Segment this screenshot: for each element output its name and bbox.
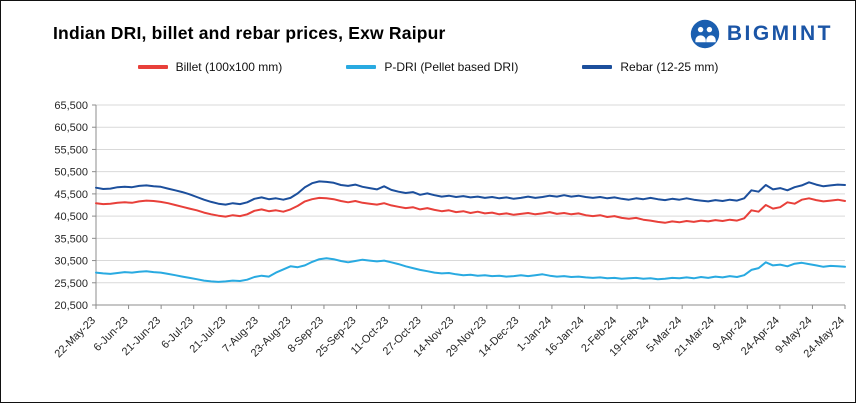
svg-text:50,500: 50,500	[54, 167, 88, 179]
svg-text:20,500: 20,500	[54, 300, 88, 312]
chart-legend: Billet (100x100 mm) P-DRI (Pellet based …	[1, 60, 855, 74]
y-axis-labels: 20,500 25,500 30,500 35,500 40,500 45,500 50,5…	[54, 100, 88, 312]
legend-label-pdri: P-DRI (Pellet based DRI)	[384, 60, 519, 74]
price-line-chart: 20,500 25,500 30,500 35,500 40,500 45,500 50,5…	[52, 100, 847, 360]
legend-label-billet: Billet (100x100 mm)	[175, 60, 283, 74]
bigmint-brand-text: BIGMINT	[726, 22, 833, 45]
svg-text:45,500: 45,500	[54, 189, 88, 201]
bigmint-logo-icon	[690, 19, 720, 49]
legend-marker-pdri	[346, 65, 377, 69]
svg-text:30,500: 30,500	[54, 256, 88, 268]
legend-item-billet: Billet (100x100 mm)	[137, 60, 283, 74]
series-line-rebar	[95, 180, 846, 206]
x-axis-labels: 22-May-236-Jun-2321-Jun-236-Jul-2321-Jul…	[52, 305, 847, 360]
gridlines	[92, 104, 845, 306]
svg-text:25,500: 25,500	[54, 278, 88, 290]
series-line-pdri	[95, 257, 846, 283]
legend-marker-rebar	[582, 65, 613, 69]
legend-label-rebar: Rebar (12-25 mm)	[620, 60, 719, 74]
legend-item-pdri: P-DRI (Pellet based DRI)	[346, 60, 518, 74]
series-line-billet	[95, 196, 846, 224]
svg-text:22-May-23: 22-May-23	[52, 315, 98, 361]
legend-marker-billet	[137, 65, 168, 69]
bigmint-logo: BIGMINT	[690, 19, 833, 49]
legend-item-rebar: Rebar (12-25 mm)	[582, 60, 718, 74]
chart-title: Indian DRI, billet and rebar prices, Exw…	[53, 23, 446, 43]
svg-text:60,500: 60,500	[54, 122, 88, 134]
svg-text:65,500: 65,500	[54, 100, 88, 112]
svg-text:55,500: 55,500	[54, 144, 88, 156]
svg-text:35,500: 35,500	[54, 233, 88, 245]
svg-text:40,500: 40,500	[54, 211, 88, 223]
